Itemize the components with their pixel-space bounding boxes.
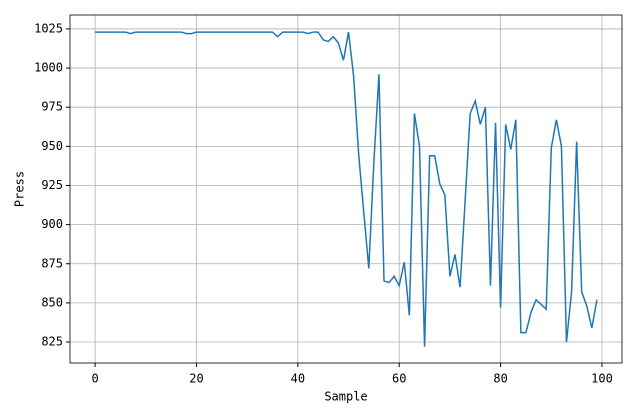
y-tick-label: 900	[41, 217, 63, 231]
y-tick-label: 875	[41, 256, 63, 270]
y-tick-label: 850	[41, 295, 63, 309]
y-tick-label: 950	[41, 139, 63, 153]
x-tick-label: 80	[493, 372, 507, 386]
y-tick-label: 1025	[34, 21, 63, 35]
y-tick-label: 975	[41, 100, 63, 114]
x-axis-label: Sample	[324, 390, 367, 404]
y-tick-label: 1000	[34, 61, 63, 75]
data-line	[95, 31, 598, 347]
x-tick-label: 0	[91, 372, 98, 386]
x-tick-label: 20	[189, 372, 203, 386]
x-tick-label: 100	[591, 372, 613, 386]
x-tick-label: 60	[392, 372, 406, 386]
y-tick-label: 925	[41, 178, 63, 192]
x-tick-label: 40	[291, 372, 305, 386]
plot-frame	[69, 14, 623, 364]
y-tick-label: 825	[41, 335, 63, 349]
y-axis-label: Press	[13, 171, 27, 207]
